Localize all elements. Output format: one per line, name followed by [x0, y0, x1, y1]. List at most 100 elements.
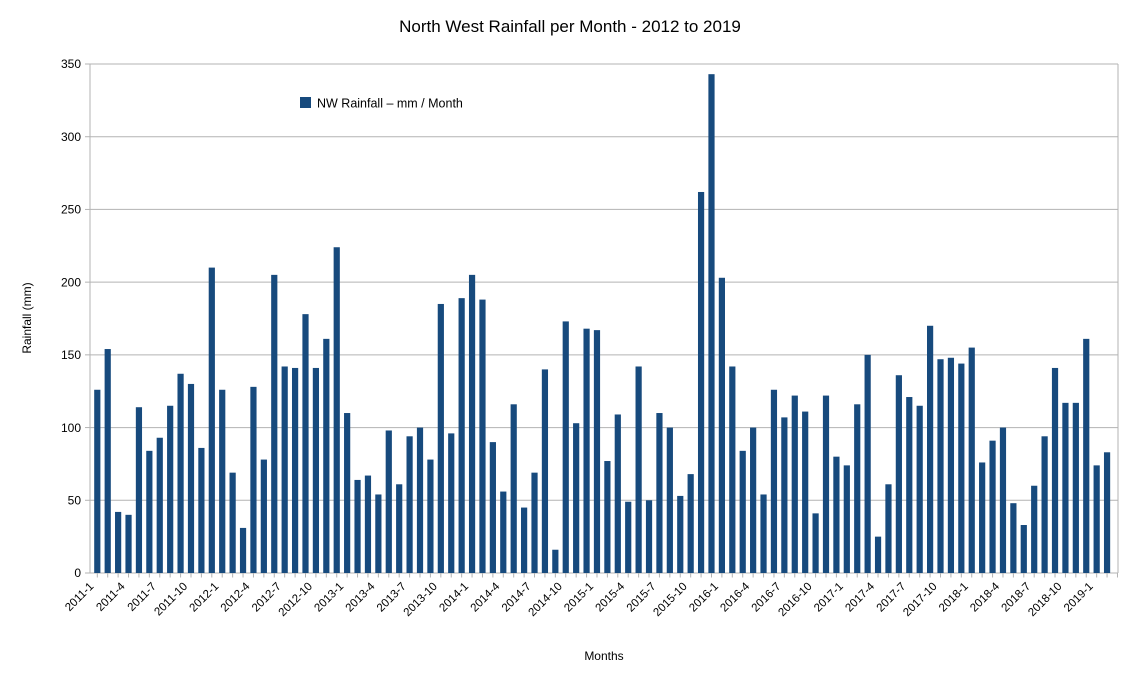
bar	[135, 407, 143, 573]
bar	[1051, 367, 1059, 573]
x-tick-label: 2016-4	[718, 580, 752, 614]
bar	[156, 437, 163, 573]
bar	[344, 413, 351, 573]
bar	[323, 338, 330, 573]
bar	[718, 277, 725, 573]
bar	[812, 513, 819, 573]
plot-frame	[89, 64, 1119, 573]
bar	[989, 440, 996, 573]
y-tick-label: 300	[61, 130, 81, 144]
bar	[770, 389, 778, 573]
bar	[958, 363, 965, 573]
bar	[437, 303, 444, 573]
bar	[677, 495, 684, 573]
bar	[854, 404, 861, 573]
bar	[1083, 338, 1090, 573]
x-tick-label: 2013-4	[344, 580, 378, 614]
bar	[94, 389, 101, 573]
bar	[697, 191, 705, 574]
y-tick-labels-group: 0 50 100 150 200 250 300 350	[61, 57, 81, 580]
bar	[843, 465, 850, 573]
bar	[895, 375, 902, 573]
x-tick-label: 2018-10	[1026, 581, 1064, 619]
x-ticks-group	[96, 573, 1118, 578]
bar	[458, 298, 465, 573]
legend-label: NW Rainfall – mm / Month	[317, 97, 463, 111]
bar	[729, 366, 736, 573]
x-tick-label: 2014-4	[469, 580, 503, 614]
bar	[302, 314, 309, 573]
bar	[448, 433, 455, 573]
bar	[1031, 485, 1038, 573]
y-tick-label: 250	[61, 203, 81, 217]
x-tick-label: 2017-10	[901, 581, 939, 619]
bar	[104, 349, 111, 573]
bar	[1093, 465, 1100, 573]
bar	[968, 347, 975, 573]
bar	[906, 397, 913, 573]
bar	[125, 514, 132, 573]
bar	[604, 461, 611, 573]
x-tick-label: 2012-10	[277, 581, 315, 619]
bar	[406, 436, 413, 573]
bar	[385, 430, 392, 573]
x-tick-label: 2011-10	[152, 581, 190, 619]
bar	[291, 367, 299, 573]
bar	[1072, 402, 1079, 573]
bar	[229, 472, 236, 573]
bar	[333, 247, 340, 574]
bar	[979, 462, 986, 573]
bar	[573, 423, 580, 573]
bar	[937, 359, 944, 573]
bar	[1010, 503, 1017, 573]
bars-group	[94, 74, 1111, 574]
bar	[999, 427, 1007, 573]
bar	[739, 450, 746, 573]
bar	[666, 427, 673, 573]
bar	[645, 500, 653, 573]
x-tick-label: 2013-10	[402, 581, 440, 619]
bar	[833, 456, 840, 573]
bar	[864, 354, 871, 573]
x-tick-label: 2015-10	[651, 581, 689, 619]
bar	[802, 411, 809, 573]
bar	[375, 494, 382, 573]
bar	[146, 450, 153, 573]
y-tick-label: 100	[61, 421, 81, 435]
bar	[593, 330, 601, 573]
bar	[364, 475, 372, 573]
x-tick-label: 2018-4	[968, 580, 1002, 614]
bar	[219, 389, 226, 573]
bar	[625, 501, 632, 573]
bar	[614, 414, 621, 573]
bar	[552, 549, 559, 573]
bar	[583, 328, 590, 573]
x-tick-label: 2011-1	[63, 581, 96, 614]
bar	[874, 536, 882, 573]
bar	[708, 74, 715, 574]
bar	[656, 413, 663, 573]
bar	[271, 274, 278, 573]
bar	[781, 417, 788, 573]
bar	[354, 479, 361, 573]
bar	[479, 299, 486, 573]
x-tick-label: 2018-1	[937, 581, 971, 615]
bar	[427, 459, 434, 573]
x-tick-label: 2016-1	[687, 581, 721, 615]
bar	[260, 459, 267, 573]
bar	[791, 395, 798, 573]
x-tick-label: 2014-10	[527, 581, 565, 619]
bar	[187, 383, 195, 573]
bar	[167, 405, 174, 573]
bar	[927, 325, 934, 573]
x-tick-label: 2015-4	[594, 580, 628, 614]
x-axis-title: Months	[584, 649, 623, 663]
bar	[885, 484, 892, 573]
x-tick-label: 2011-4	[94, 580, 128, 614]
y-tick-label: 0	[74, 566, 81, 580]
bar	[416, 427, 424, 573]
legend: NW Rainfall – mm / Month	[300, 97, 463, 111]
bar	[541, 369, 549, 573]
